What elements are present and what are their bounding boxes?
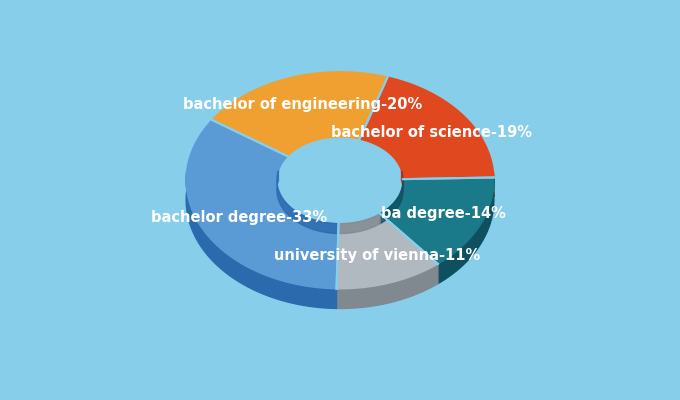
Polygon shape	[277, 171, 339, 234]
Text: ba degree-14%: ba degree-14%	[381, 206, 506, 221]
Polygon shape	[339, 214, 380, 234]
Polygon shape	[401, 171, 403, 189]
Polygon shape	[212, 72, 388, 156]
Text: university of vienna-11%: university of vienna-11%	[274, 248, 480, 263]
Polygon shape	[186, 171, 337, 308]
Polygon shape	[380, 179, 403, 224]
Polygon shape	[360, 77, 494, 179]
Polygon shape	[186, 120, 339, 289]
Polygon shape	[438, 178, 494, 284]
Text: bachelor degree-33%: bachelor degree-33%	[151, 210, 327, 224]
Text: bachelor of science-19%: bachelor of science-19%	[330, 125, 532, 140]
Polygon shape	[337, 214, 438, 289]
Polygon shape	[337, 264, 438, 308]
Text: bachelor of engineering-20%: bachelor of engineering-20%	[183, 98, 422, 112]
Polygon shape	[380, 178, 494, 264]
